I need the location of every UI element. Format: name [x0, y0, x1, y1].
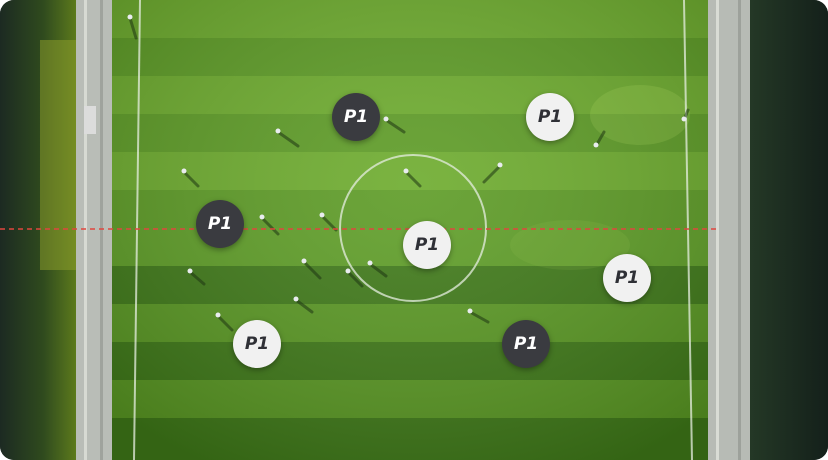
marker-3[interactable]: P1 [196, 200, 244, 248]
marker-5[interactable]: P1 [603, 254, 651, 302]
player-dots [127, 14, 687, 318]
marker-label: P1 [537, 107, 563, 127]
marker-label: P1 [614, 268, 640, 288]
left-walkway [76, 0, 112, 460]
marker-1[interactable]: P1 [332, 93, 380, 141]
left-lit-grass [40, 40, 80, 270]
marker-label: P1 [244, 334, 270, 354]
players [128, 16, 690, 332]
marker-label: P1 [207, 214, 233, 234]
marker-label: P1 [513, 334, 539, 354]
marker-2[interactable]: P1 [526, 93, 574, 141]
pitch-markings [133, 0, 693, 460]
marker-label: P1 [343, 107, 369, 127]
right-surround [750, 0, 828, 460]
marker-label: P1 [414, 235, 440, 255]
right-walkway [708, 0, 750, 460]
marker-7[interactable]: P1 [502, 320, 550, 368]
marker-4[interactable]: P1 [403, 221, 451, 269]
marker-6[interactable]: P1 [233, 320, 281, 368]
bench [84, 106, 96, 134]
